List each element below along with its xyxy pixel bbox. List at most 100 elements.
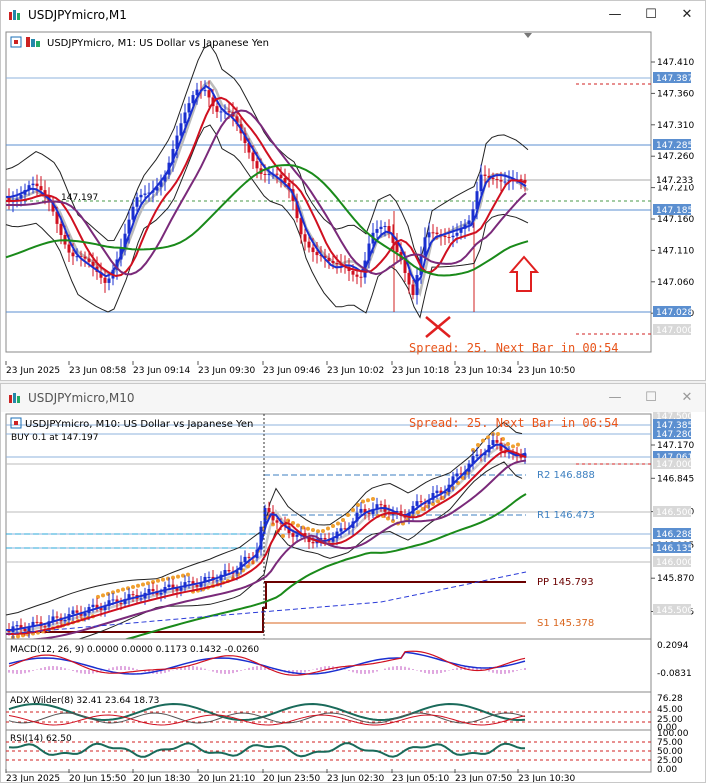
- candle-body: [263, 508, 267, 527]
- candle-body: [123, 599, 127, 604]
- m10-time-scale[interactable]: 23 Jun 2025 20 Jun 15:50 20 Jun 18:30 20 Ju…: [5, 769, 575, 782]
- candle-body: [491, 440, 495, 445]
- candle-body: [207, 90, 211, 98]
- parabolic-sar-dot: [311, 528, 315, 532]
- parabolic-sar-dot: [246, 564, 250, 569]
- maximize-button[interactable]: ☐: [645, 7, 657, 22]
- candle-body: [135, 197, 139, 207]
- macd-tick: -0.0831: [657, 669, 692, 679]
- spread-text: Spread: 25. Next Bar in 00:54: [409, 341, 619, 355]
- time-tick-label: 23 Jun 07:50: [455, 774, 512, 782]
- candle-body: [27, 185, 31, 190]
- candle-body: [103, 606, 107, 610]
- m10-header-icons[interactable]: [10, 417, 22, 429]
- time-tick-label: 23 Jun 2025: [6, 366, 60, 376]
- parabolic-sar-dot: [471, 448, 475, 452]
- parabolic-sar-dot: [116, 588, 120, 593]
- candle-body: [147, 589, 151, 593]
- candle-body: [471, 209, 475, 221]
- candle-body: [123, 233, 127, 249]
- candle-body: [259, 526, 263, 550]
- adx-pane[interactable]: [5, 691, 652, 731]
- candle-body: [19, 194, 23, 199]
- price-tick-label: 147.360: [657, 89, 694, 99]
- close-button[interactable]: ✕: [681, 7, 693, 22]
- candle-body: [299, 218, 303, 235]
- candle-body: [127, 219, 131, 234]
- candle-body: [507, 452, 511, 454]
- m1-chart-canvas[interactable]: USDJPYmicro, M1: US Dollar vs Japanese Y…: [1, 29, 705, 381]
- parabolic-sar-dot: [271, 522, 275, 527]
- candle-body: [159, 592, 163, 595]
- price-tick-label: 147.060: [657, 278, 694, 288]
- price-tag: [653, 458, 691, 469]
- parabolic-sar-dot: [341, 518, 345, 522]
- price-tag: [653, 542, 691, 553]
- candle-body: [479, 174, 483, 192]
- order-label: BUY 0.1 at 147.197: [11, 433, 98, 443]
- price-tag: [653, 528, 691, 539]
- candle-body: [163, 174, 167, 182]
- window-titlebar[interactable]: USDJPYmicro,M1 — ☐ ✕: [1, 1, 705, 29]
- minimize-button[interactable]: —: [608, 7, 622, 22]
- parabolic-sar-dot: [111, 590, 115, 595]
- candle-body: [423, 237, 427, 256]
- price-tag-label: 146.135: [656, 544, 693, 554]
- m1-header-icons[interactable]: [10, 36, 40, 48]
- pivot-label: R1 146.473: [537, 510, 595, 521]
- candle-body: [55, 616, 59, 618]
- window-title: USDJPYmicro,M1: [28, 8, 127, 22]
- candle-body: [155, 186, 159, 191]
- candle-body: [267, 173, 271, 175]
- parabolic-sar-dot: [516, 442, 520, 447]
- m1-time-scale[interactable]: 23 Jun 2025 23 Jun 08:58 23 Jun 09:14 23 Ju…: [5, 361, 575, 376]
- price-tag-label: 147.500: [656, 412, 693, 422]
- window-titlebar[interactable]: USDJPYmicro,M10 — ☐ ✕: [1, 384, 705, 412]
- price-tag-label: 146.000: [656, 558, 693, 568]
- candle-body: [295, 201, 299, 219]
- m10-chart-canvas[interactable]: USDJPYmicro, M10: US Dollar vs Japanese …: [1, 412, 705, 782]
- candle-body: [499, 180, 503, 182]
- rsi-line: [8, 742, 526, 758]
- maximize-button[interactable]: ☐: [645, 390, 657, 405]
- price-tag: [653, 419, 691, 430]
- m10-chart-title: USDJPYmicro, M10: US Dollar vs Japanese …: [25, 419, 253, 430]
- candle-body: [275, 520, 279, 523]
- up-arrow-icon: [508, 255, 540, 292]
- minimize-button[interactable]: —: [608, 390, 622, 405]
- candle-body: [131, 206, 135, 220]
- candle-body: [107, 278, 111, 283]
- price-tag: [653, 72, 691, 83]
- candle-body: [339, 528, 343, 532]
- price-tag-label: 145.500: [656, 606, 693, 616]
- candle-body: [427, 232, 431, 238]
- candle-body: [19, 625, 23, 629]
- candle-body: [251, 152, 255, 162]
- candle-body: [287, 182, 291, 190]
- candle-body: [171, 584, 175, 588]
- parabolic-sar-dot: [506, 442, 510, 446]
- candle-body: [95, 604, 99, 608]
- candle-body: [331, 261, 335, 264]
- ma-medium: [6, 449, 527, 635]
- price-tag: [653, 428, 691, 439]
- candle-body: [367, 512, 371, 514]
- parabolic-sar-dot: [101, 593, 105, 598]
- parabolic-sar-dot: [436, 499, 440, 504]
- candle-body: [391, 233, 395, 243]
- candle-body: [91, 261, 95, 267]
- m1-price-scale[interactable]: 147.410 147.360 147.310 147.260 147.210 147.1…: [651, 58, 694, 319]
- candle-body: [407, 513, 411, 518]
- rsi-tick: 100.00: [657, 729, 689, 739]
- close-button[interactable]: ✕: [681, 390, 693, 405]
- parabolic-sar-dot: [186, 572, 190, 577]
- candle-body: [495, 179, 499, 181]
- price-tag-label: 147.000: [656, 326, 693, 336]
- candle-body: [243, 556, 247, 563]
- scroll-marker-icon[interactable]: [524, 33, 532, 38]
- candle-body: [111, 599, 115, 601]
- parabolic-sar-dot: [131, 585, 135, 589]
- candle-body: [51, 616, 55, 622]
- candle-body: [383, 226, 387, 228]
- candle-body: [139, 194, 143, 198]
